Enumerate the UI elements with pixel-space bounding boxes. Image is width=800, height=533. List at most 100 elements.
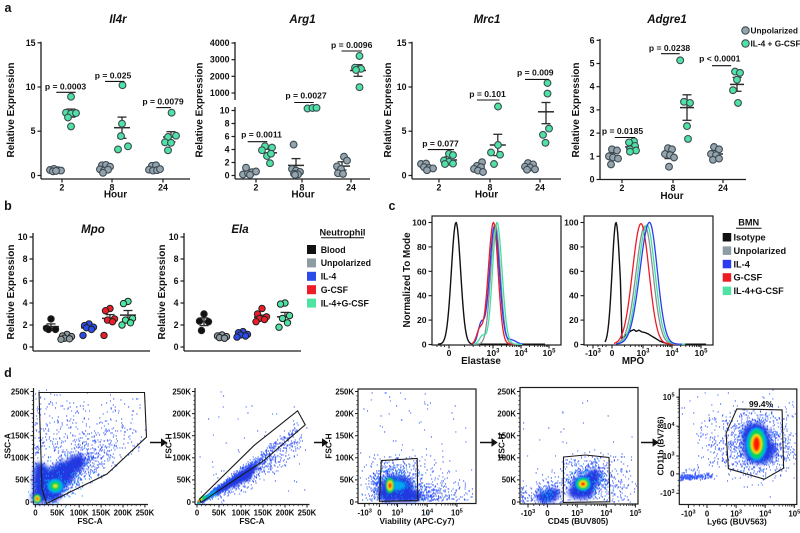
svg-text:0: 0 — [402, 171, 407, 181]
svg-text:0: 0 — [33, 509, 38, 518]
svg-text:b: b — [4, 199, 12, 213]
svg-text:Relative Expression: Relative Expression — [6, 62, 17, 157]
svg-text:10: 10 — [169, 232, 179, 242]
svg-text:Adgre1: Adgre1 — [646, 14, 687, 26]
svg-text:IL-4+G-CSF: IL-4+G-CSF — [734, 286, 785, 296]
svg-text:6: 6 — [590, 35, 595, 45]
svg-text:p = 0.0096: p = 0.0096 — [331, 40, 373, 50]
svg-text:250K: 250K — [11, 387, 30, 396]
svg-text:50K: 50K — [177, 476, 192, 485]
svg-text:0: 0 — [610, 348, 615, 358]
svg-text:150K: 150K — [335, 432, 354, 441]
svg-text:p = 0.0238: p = 0.0238 — [649, 43, 691, 53]
svg-text:4000: 4000 — [210, 38, 230, 48]
svg-text:4: 4 — [174, 298, 179, 308]
svg-text:4: 4 — [23, 298, 28, 308]
svg-text:24: 24 — [158, 183, 168, 193]
svg-text:60: 60 — [569, 266, 579, 276]
svg-text:1: 1 — [590, 151, 595, 161]
svg-text:Il4r: Il4r — [109, 14, 127, 26]
svg-text:80: 80 — [569, 242, 579, 252]
svg-text:p = 0.0011: p = 0.0011 — [241, 130, 282, 140]
svg-text:2: 2 — [174, 320, 179, 330]
svg-text:100K: 100K — [11, 454, 30, 463]
svg-text:FSC-A: FSC-A — [239, 516, 264, 526]
svg-text:0: 0 — [422, 340, 427, 350]
svg-text:0: 0 — [350, 498, 355, 507]
svg-text:IL-4 + G-CSF: IL-4 + G-CSF — [751, 39, 800, 49]
svg-text:MPO: MPO — [622, 356, 645, 367]
svg-text:200K: 200K — [172, 409, 191, 418]
svg-text:40: 40 — [569, 291, 579, 301]
svg-text:Hour: Hour — [104, 190, 127, 201]
svg-text:20: 20 — [417, 315, 427, 325]
svg-text:10: 10 — [397, 82, 407, 92]
svg-text:d: d — [4, 366, 12, 380]
svg-text:CD45 (BUV805): CD45 (BUV805) — [548, 516, 609, 526]
svg-text:6: 6 — [23, 276, 28, 286]
svg-text:4: 4 — [225, 145, 230, 155]
svg-text:0: 0 — [670, 470, 675, 479]
svg-text:0: 0 — [25, 498, 30, 507]
svg-text:Relative Expression: Relative Expression — [383, 62, 394, 157]
svg-text:8: 8 — [174, 254, 179, 264]
svg-text:0: 0 — [31, 171, 36, 181]
svg-text:p = 0.0027: p = 0.0027 — [285, 91, 327, 101]
svg-text:200K: 200K — [114, 509, 133, 518]
svg-text:24: 24 — [346, 183, 356, 193]
svg-text:Blood: Blood — [321, 245, 346, 255]
svg-text:40: 40 — [417, 291, 427, 301]
svg-text:200K: 200K — [276, 509, 295, 518]
svg-text:Unpolarized: Unpolarized — [751, 26, 798, 36]
svg-text:p = 0.0185: p = 0.0185 — [602, 126, 644, 136]
svg-text:p = 0.0003: p = 0.0003 — [45, 82, 87, 92]
svg-text:250K: 250K — [335, 387, 354, 396]
svg-text:Ly6G (BUV563): Ly6G (BUV563) — [707, 517, 767, 527]
svg-text:8: 8 — [23, 254, 28, 264]
svg-text:2: 2 — [60, 183, 65, 193]
svg-text:Mpo: Mpo — [81, 224, 105, 236]
svg-text:p = 0.009: p = 0.009 — [517, 68, 554, 78]
svg-text:3000: 3000 — [210, 55, 230, 65]
svg-text:50K: 50K — [340, 476, 355, 485]
svg-text:p = 0.077: p = 0.077 — [422, 138, 459, 148]
svg-text:Hour: Hour — [291, 190, 314, 201]
svg-text:Relative Expression: Relative Expression — [571, 62, 582, 157]
svg-text:100K: 100K — [172, 454, 191, 463]
svg-text:FSC-A: FSC-A — [77, 516, 102, 526]
svg-text:p = 0.101: p = 0.101 — [469, 89, 506, 99]
svg-text:0: 0 — [225, 171, 230, 181]
svg-text:CD11b (BV786): CD11b (BV786) — [656, 416, 666, 475]
svg-text:p = 0.025: p = 0.025 — [95, 70, 132, 80]
svg-text:100K: 100K — [335, 454, 354, 463]
svg-text:Unpolarized: Unpolarized — [321, 258, 371, 268]
svg-text:FSC-H: FSC-H — [324, 433, 334, 458]
svg-text:c: c — [389, 199, 396, 213]
svg-text:80: 80 — [417, 242, 427, 252]
svg-text:0: 0 — [512, 498, 517, 507]
svg-text:Unpolarized: Unpolarized — [734, 246, 787, 256]
svg-text:Hour: Hour — [475, 190, 498, 201]
svg-text:60: 60 — [417, 266, 427, 276]
svg-text:99.4%: 99.4% — [749, 399, 774, 409]
svg-text:15: 15 — [397, 38, 407, 48]
svg-text:G-CSF: G-CSF — [321, 285, 349, 295]
svg-text:IL-4: IL-4 — [321, 272, 337, 282]
svg-text:5: 5 — [402, 126, 407, 136]
svg-text:10: 10 — [18, 232, 28, 242]
svg-text:0: 0 — [447, 348, 452, 358]
svg-text:200K: 200K — [497, 409, 516, 418]
svg-text:Arg1: Arg1 — [288, 14, 315, 26]
svg-text:150K: 150K — [11, 432, 30, 441]
svg-text:50K: 50K — [15, 476, 30, 485]
svg-text:p = 0.0079: p = 0.0079 — [142, 97, 184, 107]
svg-text:50K: 50K — [502, 476, 517, 485]
svg-text:2: 2 — [590, 128, 595, 138]
svg-text:5: 5 — [31, 126, 36, 136]
svg-text:G-CSF: G-CSF — [734, 273, 763, 283]
svg-text:150K: 150K — [172, 432, 191, 441]
svg-text:250K: 250K — [172, 387, 191, 396]
svg-text:5: 5 — [590, 59, 595, 69]
svg-text:a: a — [5, 1, 13, 15]
svg-text:0: 0 — [187, 498, 192, 507]
